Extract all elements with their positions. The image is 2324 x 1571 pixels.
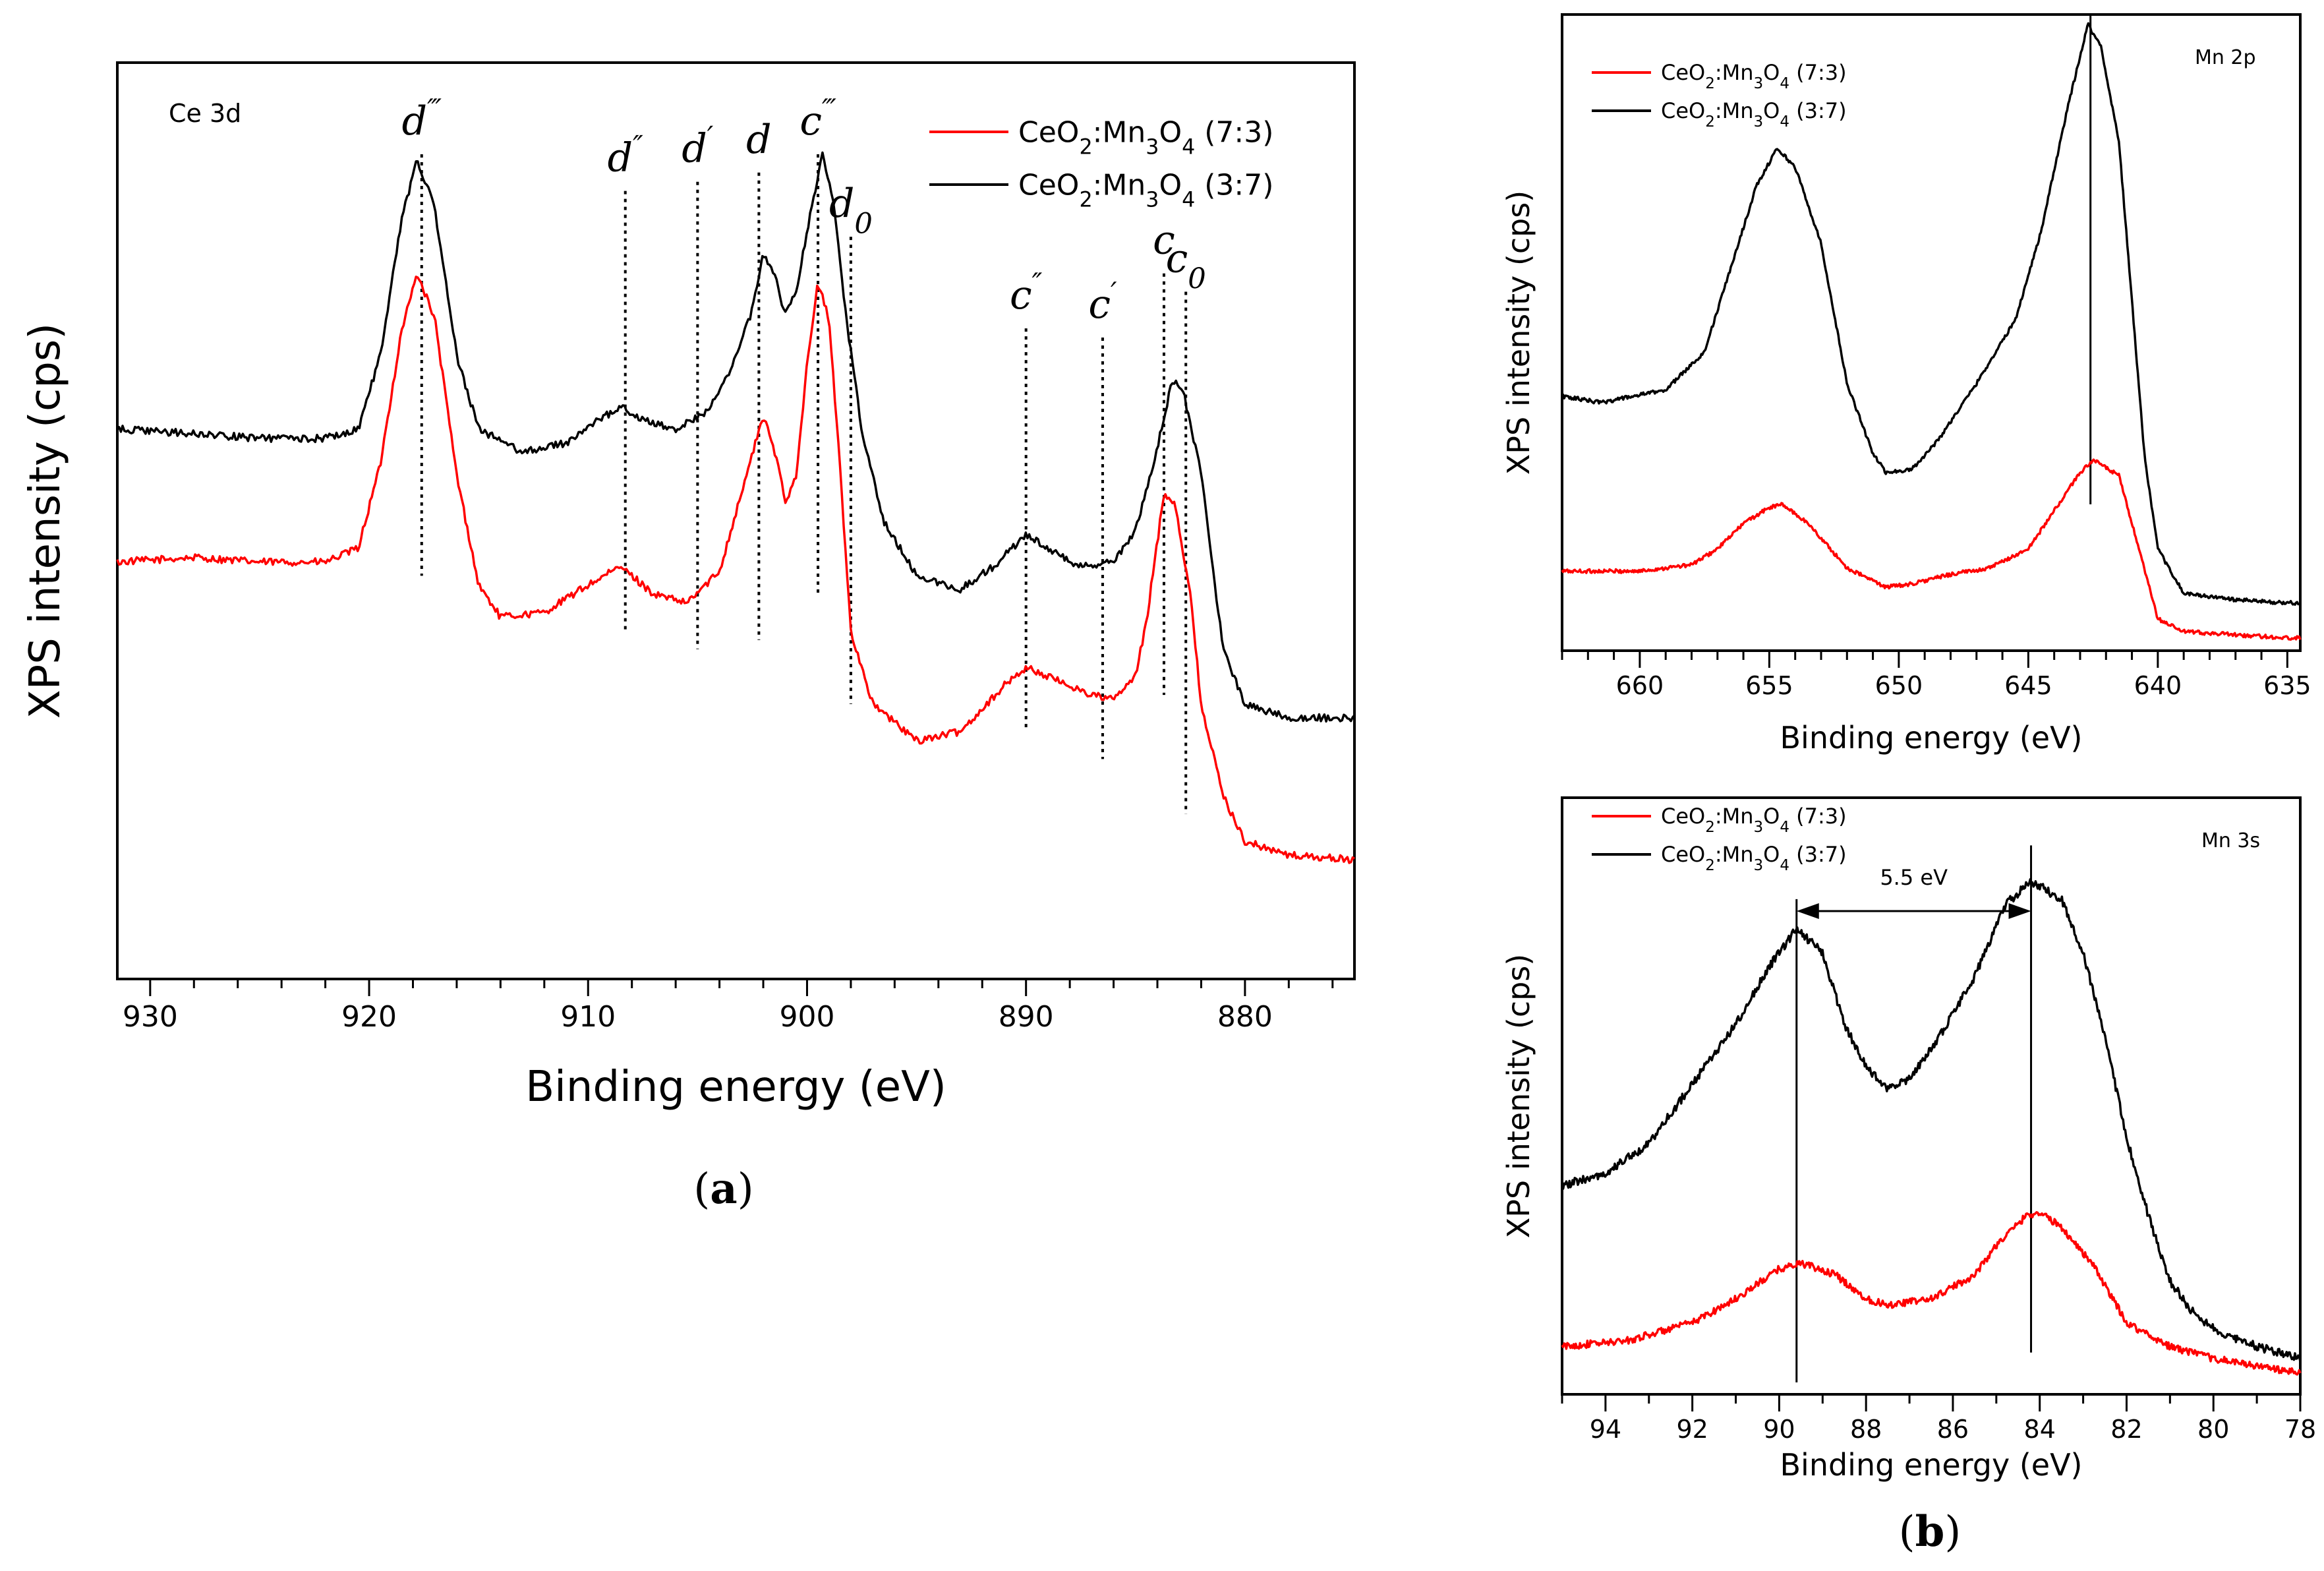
- x-tick-label: 645: [2004, 671, 2052, 700]
- chart-title: Mn 2p: [2195, 46, 2256, 69]
- peak-label: d‴: [402, 93, 442, 145]
- x-tick-label: 930: [123, 1000, 178, 1034]
- x-tick-label: 86: [1937, 1415, 1969, 1444]
- x-tick-label: 635: [2263, 671, 2311, 700]
- x-tick-label: 660: [1616, 671, 1664, 700]
- plot-frame: [1561, 796, 2302, 1396]
- peak-label: d″: [608, 129, 643, 181]
- x-tick-label: 90: [1763, 1415, 1795, 1444]
- series-line: [1561, 1211, 2302, 1376]
- x-tick-label: 80: [2197, 1415, 2229, 1444]
- peak-label: c0: [1166, 236, 1206, 296]
- x-tick-label: 84: [2024, 1415, 2056, 1444]
- chart-panel-a: 930 920 910 900 890 880 Binding energy (eV) XPS…: [21, 61, 1356, 1214]
- x-tick-label: 640: [2134, 671, 2182, 700]
- legend-label: CeO2:Mn3O4 (3:7): [1661, 842, 1847, 874]
- legend-label: CeO2:Mn3O4 (7:3): [1661, 60, 1847, 92]
- legend-label: CeO2:Mn3O4 (7:3): [1018, 115, 1273, 159]
- y-axis-title: XPS intensity (cps): [1501, 191, 1536, 475]
- peak-label: c: [1153, 218, 1175, 264]
- x-tick-label: 655: [1745, 671, 1793, 700]
- series-line: [116, 276, 1355, 864]
- plot-frame: [116, 61, 1356, 980]
- chart-panel-b-top: 660 655 650 645 640 635 Binding energy (eV) XPS…: [1501, 13, 2311, 756]
- legend-label: CeO2:Mn3O4 (3:7): [1661, 98, 1847, 131]
- annotation-arrowhead: [2008, 903, 2031, 919]
- annotation-label: 5.5 eV: [1880, 865, 1948, 890]
- chart-title: Mn 3s: [2201, 829, 2260, 852]
- peak-label: c‴: [799, 93, 836, 145]
- x-tick-label: 900: [779, 1000, 834, 1034]
- y-axis-title: XPS intensity (cps): [21, 323, 70, 719]
- x-tick-label: 880: [1217, 1000, 1273, 1034]
- chart-panel-b-bottom: 94 92 90 88 86 84 82 80 78 Binding energy (eV) XPS…: [1501, 796, 2316, 1556]
- x-tick-label: 78: [2284, 1415, 2316, 1444]
- x-tick-label: 890: [999, 1000, 1054, 1034]
- x-axis-title: Binding energy (eV): [1780, 720, 2082, 756]
- peak-label: d: [746, 117, 771, 163]
- series-line: [116, 151, 1356, 723]
- plot-frame: [1561, 13, 2302, 652]
- x-tick-label: 88: [1850, 1415, 1882, 1444]
- y-axis-title: XPS intensity (cps): [1501, 954, 1536, 1238]
- peak-label: c′: [1088, 276, 1117, 328]
- x-tick-label: 92: [1676, 1415, 1708, 1444]
- x-tick-label: 94: [1590, 1415, 1621, 1444]
- peak-label: d′: [682, 120, 713, 172]
- annotation-arrowhead: [1796, 903, 1819, 919]
- peak-label: c″: [1010, 267, 1043, 319]
- x-tick-label: 910: [560, 1000, 616, 1034]
- chart-title: Ce 3d: [169, 99, 241, 128]
- series-line: [1561, 458, 2302, 641]
- x-tick-label: 920: [341, 1000, 397, 1034]
- peak-label: d0: [829, 181, 873, 241]
- series-line: [1561, 22, 2302, 606]
- series-line: [1561, 877, 2302, 1362]
- panel-label: (b): [1899, 1507, 1961, 1556]
- x-axis-title: Binding energy (eV): [1780, 1447, 2082, 1483]
- x-axis-title: Binding energy (eV): [525, 1063, 946, 1112]
- x-tick-label: 650: [1875, 671, 1923, 700]
- panel-label: (a): [693, 1164, 753, 1214]
- legend-label: CeO2:Mn3O4 (3:7): [1018, 168, 1273, 212]
- legend-label: CeO2:Mn3O4 (7:3): [1661, 804, 1847, 836]
- x-tick-label: 82: [2110, 1415, 2142, 1444]
